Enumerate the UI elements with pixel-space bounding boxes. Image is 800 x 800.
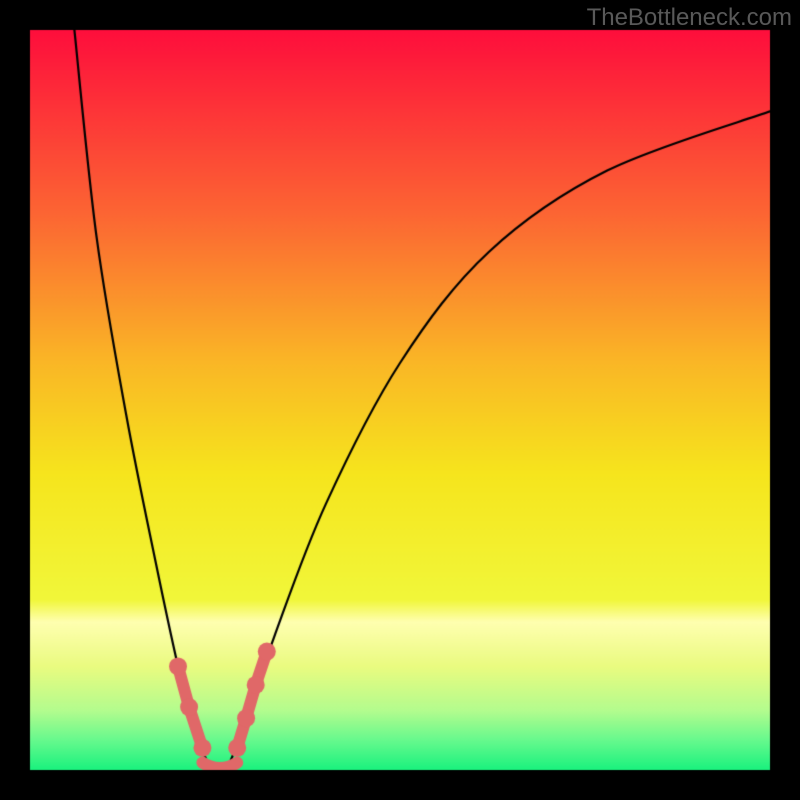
chart-stage: TheBottleneck.com [0,0,800,800]
bottleneck-v-curve-chart [0,0,800,800]
watermark-label: TheBottleneck.com [587,4,792,32]
